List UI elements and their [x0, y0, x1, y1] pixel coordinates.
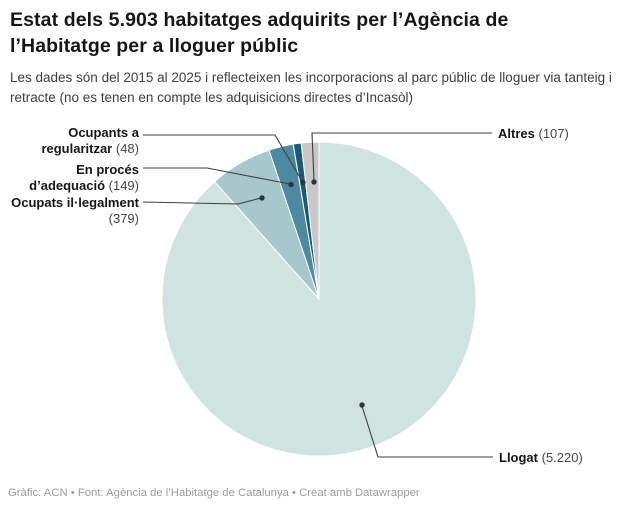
label-en-proces-adequacio: En procés d’adequació (149): [0, 162, 139, 194]
label-ocupats-illegalment: Ocupats il·legalment (379): [0, 195, 139, 227]
callout-dot-en-proces-adequacio: [288, 181, 294, 188]
slice-label-name: Ocupats il·legalment: [11, 195, 139, 210]
slice-label-name: Llogat: [499, 450, 538, 465]
slice-label-value: (5.220): [541, 450, 583, 465]
chart-byline: Gràfic: ACN • Font: Agència de l’Habitat…: [8, 487, 420, 499]
pie: [161, 141, 477, 457]
callout-dot-llogat: [359, 402, 365, 408]
callout-dot-ocupats-illegalment: [259, 195, 265, 201]
slice-label-value: (48): [115, 141, 139, 156]
slice-label-value: (379): [108, 211, 139, 226]
callout-dot-ocupants-a-regularitzar: [300, 179, 306, 186]
label-llogat: Llogat (5.220): [499, 450, 583, 466]
callout-line-altres: [311, 132, 492, 182]
callout-dots: [259, 179, 365, 408]
slice-label-name: Ocupants a regularitzar: [41, 125, 139, 156]
callout-line-en-proces-adequacio: [143, 167, 291, 185]
chart-title: Estat dels 5.903 habitatges adquirits pe…: [10, 9, 509, 57]
callout-line-ocupants-a-regularitzar: [143, 134, 303, 182]
slice-label-value: (107): [538, 126, 569, 141]
label-ocupants-a-regularitzar: Ocupants a regularitzar (48): [23, 125, 139, 157]
slice-label-name: En procés d’adequació: [29, 162, 139, 193]
callout-dot-altres: [311, 179, 317, 185]
slice-label-value: (149): [108, 178, 139, 193]
label-altres: Altres (107): [498, 126, 569, 142]
callout-line-ocupats-illegalment: [142, 197, 262, 205]
callout-lines: [142, 132, 493, 458]
callout-line-llogat: [361, 405, 493, 458]
chart-subtitle: Les dades són del 2015 al 2025 i reflect…: [10, 70, 612, 105]
slice-label-name: Altres: [498, 126, 535, 141]
